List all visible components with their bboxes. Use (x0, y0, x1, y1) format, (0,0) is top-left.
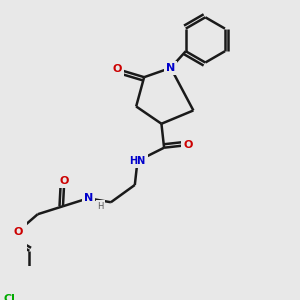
Text: Cl: Cl (4, 294, 16, 300)
Text: O: O (13, 226, 22, 236)
Text: O: O (113, 64, 122, 74)
Text: N: N (166, 63, 176, 73)
Text: H: H (97, 202, 104, 211)
Text: N: N (84, 193, 93, 203)
Text: HN: HN (129, 156, 146, 166)
Text: O: O (60, 176, 69, 186)
Text: O: O (183, 140, 193, 150)
